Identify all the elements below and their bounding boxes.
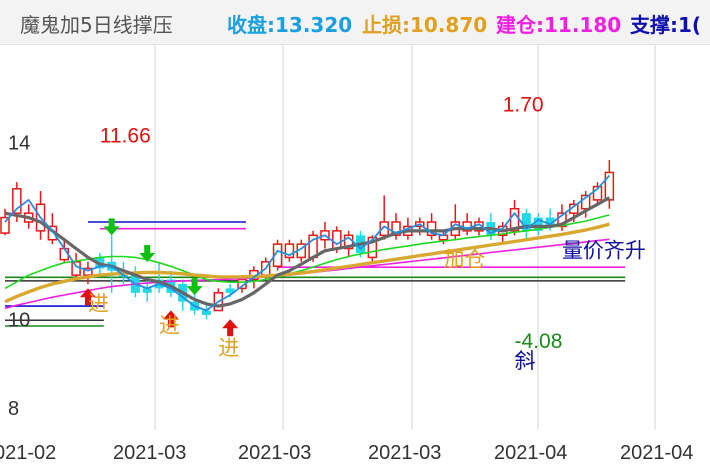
x-tick-label: 2021-04 <box>494 442 567 464</box>
annotation-label: 进 <box>88 293 109 316</box>
annotation-label: 量价齐升 <box>562 239 646 262</box>
candle <box>604 160 615 209</box>
candle-body <box>391 221 401 237</box>
candle <box>533 213 543 236</box>
candle <box>284 239 295 262</box>
chart-grid <box>154 45 656 430</box>
annotation-label: -4.08 <box>515 330 563 353</box>
candle <box>426 213 437 240</box>
candle-body <box>557 212 567 228</box>
sell-arrow-icon <box>186 278 203 296</box>
annotation-label: 1.70 <box>503 93 544 116</box>
candle-body <box>521 213 531 231</box>
candle-body <box>142 288 152 293</box>
y-tick-label: 14 <box>8 132 30 154</box>
candle <box>35 191 46 240</box>
signal-arrows <box>79 218 239 337</box>
build-position-label: 建仓:11.180 <box>496 13 622 37</box>
candle-body <box>12 188 22 214</box>
buy-arrow-icon <box>79 288 96 306</box>
axes: 14 10 8 021-02 2021-03 2021-03 2021-03 2021-04 2… <box>0 132 693 464</box>
candle <box>379 195 389 240</box>
candle <box>580 191 591 218</box>
candle-body <box>332 230 342 250</box>
candle <box>343 230 354 258</box>
x-tick-label: 2021-04 <box>620 442 693 464</box>
candle-body <box>0 216 10 234</box>
sell-arrow-icon <box>139 244 156 262</box>
ma-line-gold <box>4 222 610 304</box>
candle <box>592 182 603 205</box>
candle-body <box>580 194 591 210</box>
candle-body <box>225 288 235 293</box>
annotation-label: 进 <box>218 337 239 360</box>
buy-arrow-icon <box>162 310 179 328</box>
moving-average-lines <box>4 174 611 312</box>
candle-body <box>284 243 295 259</box>
candle-body <box>272 243 283 268</box>
candle <box>462 213 472 236</box>
annotation-label: 斜 <box>515 350 536 373</box>
x-tick-label: 2021-03 <box>368 442 441 464</box>
stop-loss-label: 止损:10.870 <box>362 13 488 37</box>
annotation-label: 加仓 <box>443 248 485 271</box>
candle-body <box>367 236 378 259</box>
candle-body <box>533 217 543 231</box>
candle <box>521 208 531 240</box>
candle-body <box>545 217 555 227</box>
indicator-name: 魔鬼加5日线撑压 <box>20 13 173 37</box>
candle <box>83 261 93 284</box>
ma-line-dark_gray <box>4 196 611 308</box>
ma-line-green <box>4 214 610 290</box>
candle <box>391 213 401 240</box>
close-price-label: 收盘:13.320 <box>227 13 353 37</box>
x-tick-label: 2021-03 <box>113 442 186 464</box>
candle <box>557 204 567 231</box>
candle <box>272 239 283 271</box>
x-tick-label: 021-02 <box>0 442 56 464</box>
annotation-label: 11.66 <box>100 124 151 147</box>
candle-body <box>201 310 211 315</box>
ma-line-blue <box>4 174 611 312</box>
sell-arrow-icon <box>103 218 120 236</box>
candle <box>450 204 461 240</box>
candle <box>107 235 117 293</box>
y-tick-label: 10 <box>8 309 30 331</box>
buy-arrow-icon <box>222 319 239 337</box>
candle-body <box>592 185 603 201</box>
annotation-label: 进 <box>159 315 180 338</box>
x-tick-label: 2021-03 <box>238 442 311 464</box>
candle-body <box>426 221 437 237</box>
candle-body <box>83 267 93 276</box>
support-label: 支撑:1( <box>630 13 702 37</box>
indicator-header: 魔鬼加5日线撑压 收盘:13.320 止损:10.870 建仓:11.180 支… <box>0 0 710 45</box>
candle-body <box>604 171 615 201</box>
candle <box>0 208 10 236</box>
candle-body <box>71 261 81 276</box>
y-tick-label: 8 <box>8 398 19 420</box>
